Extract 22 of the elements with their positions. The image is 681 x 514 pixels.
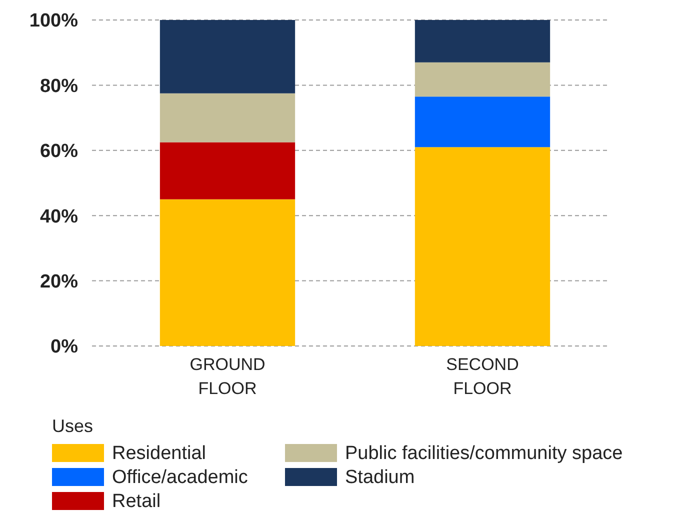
y-tick-label: 0% [50,336,78,358]
legend-label: Residential [112,443,206,464]
bar [160,93,296,142]
legend-title: Uses [52,416,94,436]
y-tick-label: 80% [40,76,78,97]
bar [414,147,550,346]
x-tick-label: SECOND FLOOR [446,355,519,398]
bar [160,199,296,346]
legend-label: Public facilities/community space [345,443,623,464]
bar [160,20,296,94]
bar [414,96,550,148]
legend-label: Stadium [345,467,415,488]
y-tick-label: 20% [40,271,78,292]
legend-label: Retail [112,491,161,512]
x-tick-label: GROUND FLOOR [190,355,266,398]
bar [414,62,550,97]
bar [414,20,550,62]
legend-label: Office/academic [112,467,248,488]
y-tick-label: 60% [40,141,78,162]
bar [160,142,296,200]
y-tick-label: 100% [29,10,78,32]
y-tick-label: 40% [40,206,78,228]
